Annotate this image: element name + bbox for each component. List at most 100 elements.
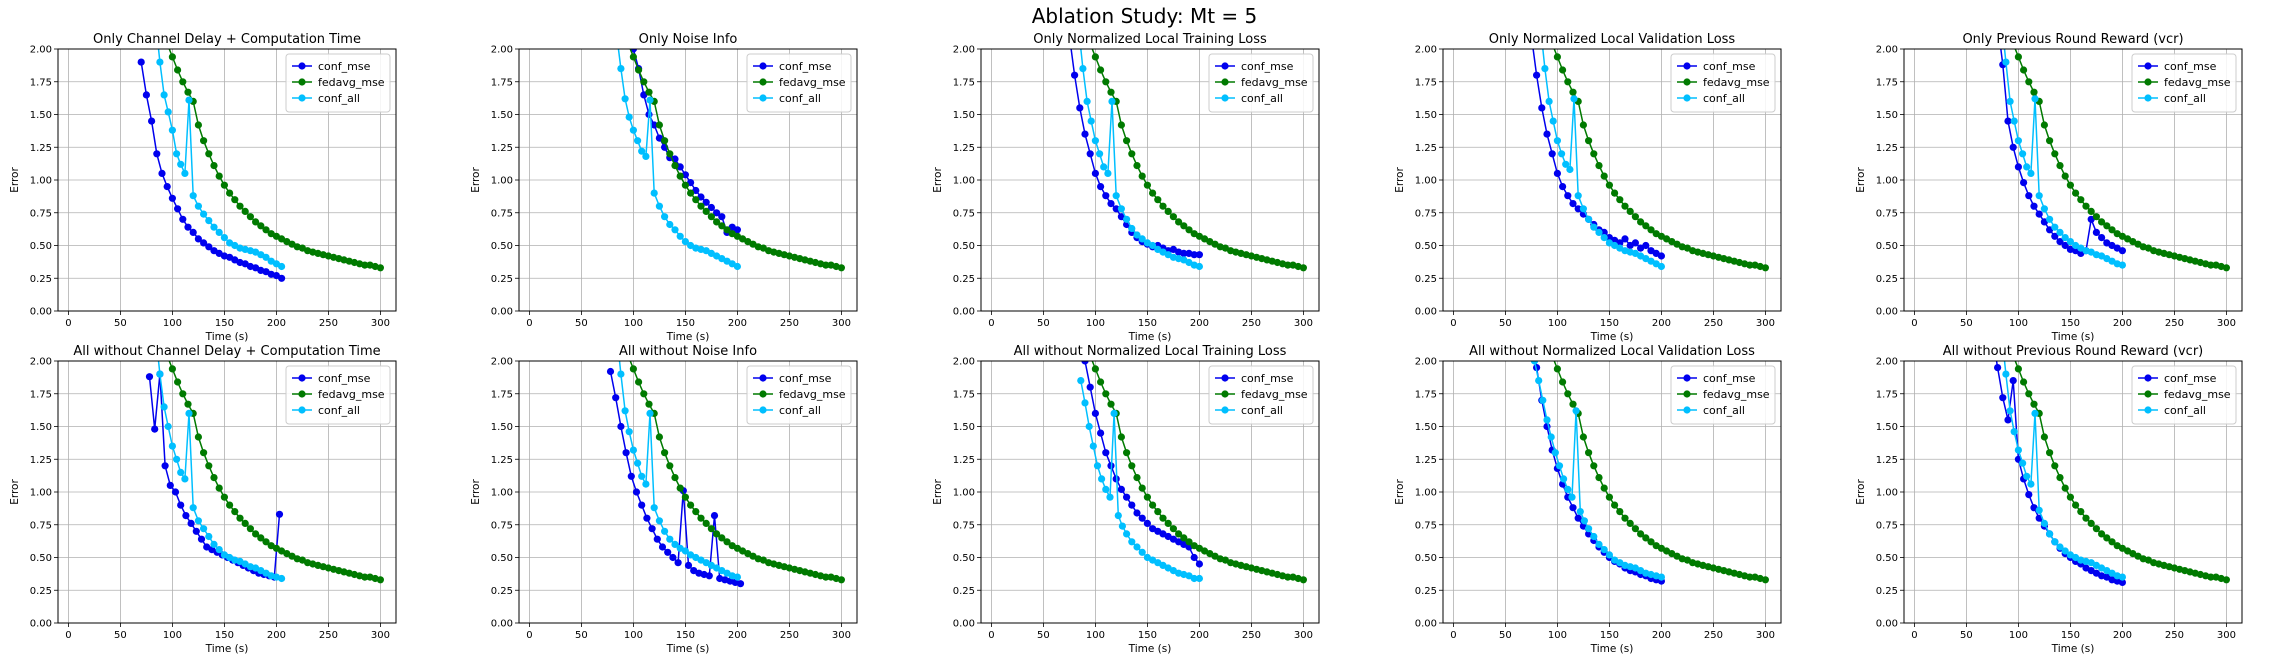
data-point xyxy=(210,540,218,549)
data-point xyxy=(1159,202,1167,210)
legend-swatch-marker xyxy=(1221,374,1229,382)
y-tick-label: 1.50 xyxy=(491,422,513,433)
data-point xyxy=(2002,370,2010,378)
data-point xyxy=(671,162,679,170)
data-point xyxy=(2025,491,2033,499)
x-tick-label: 200 xyxy=(1652,630,1671,641)
series-conf_all xyxy=(1541,49,1665,271)
plot-frame xyxy=(980,360,1320,624)
x-tick-label: 100 xyxy=(1548,318,1567,329)
x-tick-label: 250 xyxy=(1704,630,1723,641)
x-tick-label: 50 xyxy=(1499,630,1512,641)
legend: conf_mse fedavg_mse conf_all xyxy=(2131,53,2237,113)
data-point xyxy=(160,403,168,411)
x-tick-label: 250 xyxy=(1242,318,1261,329)
data-point xyxy=(625,113,633,121)
data-point xyxy=(837,576,846,584)
data-point xyxy=(361,261,369,269)
data-point xyxy=(1572,407,1580,415)
data-point xyxy=(192,527,200,535)
y-tick-label: 0.75 xyxy=(1876,208,1898,219)
y-tick-label: 1.00 xyxy=(1415,488,1437,499)
data-point xyxy=(617,422,625,431)
data-point xyxy=(613,32,620,39)
data-point xyxy=(200,239,208,247)
data-point xyxy=(1169,525,1177,533)
data-point xyxy=(2098,234,2106,242)
subplot-title: Only Normalized Local Training Loss xyxy=(1033,32,1267,47)
data-point xyxy=(262,538,270,546)
data-point xyxy=(2061,172,2069,180)
data-point xyxy=(1096,150,1104,158)
y-tick-label: 0.25 xyxy=(953,586,975,597)
data-point xyxy=(2087,519,2095,528)
x-tick-label: 150 xyxy=(676,318,695,329)
data-point xyxy=(1999,321,2006,328)
legend-label: conf_all xyxy=(779,92,821,105)
y-tick-label: 0.00 xyxy=(1415,619,1437,630)
data-point xyxy=(1528,331,1535,338)
data-point xyxy=(1180,249,1188,257)
data-point xyxy=(1123,493,1131,501)
legend: conf_mse fedavg_mse conf_all xyxy=(1208,53,1314,113)
x-tick-label: 250 xyxy=(319,318,338,329)
data-point xyxy=(1564,390,1572,398)
legend-swatch-marker xyxy=(1683,406,1691,414)
legend-label: conf_mse xyxy=(1241,60,1294,73)
legend-label: fedavg_mse xyxy=(318,388,385,401)
series-fedavg_mse xyxy=(1553,49,1769,272)
y-tick-label: 2.00 xyxy=(30,357,52,368)
data-point xyxy=(1102,390,1110,398)
data-point xyxy=(181,475,189,483)
data-point xyxy=(707,525,716,533)
y-tick-label: 0.00 xyxy=(491,307,513,318)
data-point xyxy=(220,181,228,189)
data-point xyxy=(2031,409,2039,417)
y-tick-label: 0.75 xyxy=(30,520,52,531)
data-point xyxy=(2027,169,2035,177)
data-point xyxy=(666,462,674,470)
data-point xyxy=(650,504,658,512)
y-tick-label: 0.50 xyxy=(1876,241,1898,252)
x-tick-label: 100 xyxy=(2009,318,2028,329)
data-point xyxy=(1621,514,1629,522)
x-tick-label: 100 xyxy=(1086,630,1105,641)
x-axis-label: Time (s) xyxy=(1128,331,1172,343)
x-tick-label: 300 xyxy=(371,318,390,329)
data-point xyxy=(692,196,700,204)
data-point xyxy=(187,519,195,528)
data-point xyxy=(2207,573,2215,581)
x-axis-label: Time (s) xyxy=(666,643,710,655)
data-point xyxy=(246,525,254,533)
data-point xyxy=(1539,396,1547,404)
x-tick-label: 150 xyxy=(1600,630,1619,641)
x-axis-label: Time (s) xyxy=(666,331,710,343)
data-point xyxy=(2118,247,2126,255)
data-point xyxy=(1994,19,2001,26)
data-point xyxy=(1190,553,1198,562)
data-point xyxy=(177,468,185,476)
data-point xyxy=(1154,196,1162,204)
data-point xyxy=(171,488,180,496)
plot-frame xyxy=(980,48,1320,312)
data-point xyxy=(2077,508,2085,516)
y-tick-label: 1.25 xyxy=(491,143,513,154)
y-tick-label: 0.00 xyxy=(1876,307,1898,318)
legend-label: fedavg_mse xyxy=(318,76,385,89)
x-tick-label: 150 xyxy=(676,630,695,641)
data-point xyxy=(2051,223,2059,231)
data-point xyxy=(1087,117,1095,125)
data-point xyxy=(210,474,218,482)
data-point xyxy=(629,365,638,373)
y-tick-label: 1.75 xyxy=(953,389,975,400)
x-tick-label: 0 xyxy=(988,318,994,329)
data-point xyxy=(1642,241,1650,250)
y-tick-label: 0.00 xyxy=(1415,307,1437,318)
data-point xyxy=(194,433,202,441)
data-point xyxy=(1085,422,1093,431)
y-tick-label: 1.75 xyxy=(30,389,52,400)
series-fedavg_mse xyxy=(1091,49,1307,272)
data-point xyxy=(666,150,674,158)
data-point xyxy=(1149,501,1157,509)
y-tick-label: 1.50 xyxy=(30,110,52,121)
